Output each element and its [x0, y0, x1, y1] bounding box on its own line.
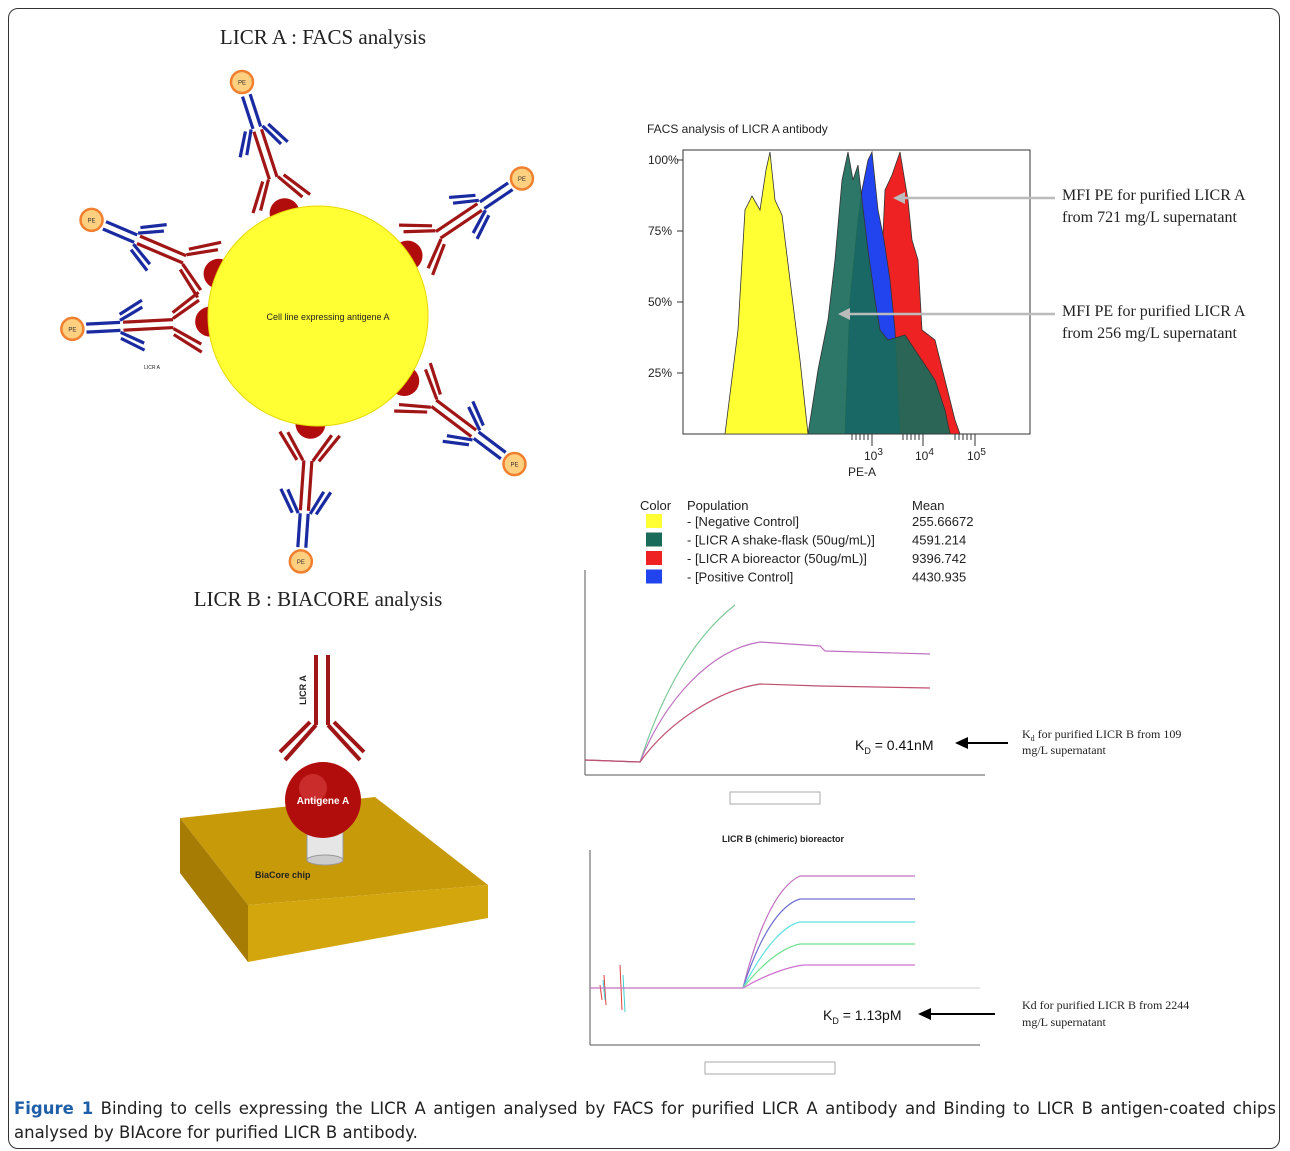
antibody-chain [123, 328, 173, 331]
y-tick-label: 50% [648, 295, 672, 309]
legend-population: - [Positive Control] [687, 570, 793, 585]
pe-label: PE [68, 327, 76, 333]
y-tick-label: 75% [648, 224, 672, 238]
kd-note: mg/L supernatant [1022, 1015, 1107, 1029]
caption-text: Binding to cells expressing the LICR A a… [14, 1099, 1276, 1142]
antibody-chain [443, 441, 469, 444]
x-tick-label: 104 [915, 447, 934, 463]
facs-title: LICR A : FACS analysis [220, 25, 426, 49]
antibody [280, 655, 364, 760]
annotation: from 721 mg/L supernatant [1062, 209, 1237, 226]
y-tick-label: 25% [648, 366, 672, 380]
antibody-chain [254, 132, 269, 180]
legend-mean: 4591.214 [912, 533, 966, 548]
antibody-chain [484, 190, 512, 209]
figure: LICR A : FACS analysis Cell line express… [0, 0, 1290, 1095]
antibody-chain [449, 195, 475, 197]
antibody-chain [87, 330, 121, 332]
antibody-chain [453, 200, 479, 203]
legend-swatch [646, 570, 662, 584]
legend-population: - [LICR A shake-flask (50ug/mL)] [687, 533, 875, 548]
antibody-chain [137, 243, 183, 263]
legend-swatch [646, 533, 662, 547]
legend-swatch [646, 514, 662, 528]
kd-note: Kd for purified LICR B from 2244 [1022, 998, 1189, 1012]
pe-label: PE [518, 177, 526, 183]
caption: Figure 1 Binding to cells expressing the… [14, 1097, 1276, 1145]
antibody-chain [138, 231, 164, 233]
arrow-head [918, 1008, 931, 1020]
legend: Color Population Mean - [Negative Control] 2… [640, 498, 973, 585]
pe-label: PE [88, 218, 96, 224]
legend-swatch [646, 551, 662, 565]
x-tick-label: 105 [967, 447, 986, 463]
annotation: MFI PE for purified LICR A [1062, 187, 1246, 204]
curve [743, 944, 915, 988]
antibody-chain [308, 461, 311, 511]
x-tick-label: 103 [864, 447, 883, 463]
kd-note: mg/L supernatant [1022, 743, 1107, 757]
caption-label: Figure 1 [14, 1099, 93, 1118]
chip-label: BiaCore chip [255, 870, 311, 880]
x-axis-label: PE-A [848, 465, 876, 479]
annotation: from 256 mg/L supernatant [1062, 325, 1237, 342]
pe-label: PE [297, 560, 305, 566]
antibody-chain [240, 131, 245, 157]
antibody-chain [474, 438, 501, 458]
antibody-chain [479, 432, 506, 452]
antibody-chain [247, 130, 251, 156]
legend-header: Population [687, 498, 748, 513]
legend-population: - [LICR A bioreactor (50ug/mL)] [687, 551, 867, 566]
page: LICR A : FACS analysis Cell line express… [0, 0, 1290, 1151]
legend-population: - [Negative Control] [687, 514, 799, 529]
antibody-chain [140, 225, 166, 228]
antibody-chain [399, 405, 431, 408]
curve [743, 922, 915, 988]
legend-mean: 255.66672 [912, 514, 973, 529]
cell-label: Cell line expressing antigene A [266, 312, 389, 322]
plot-legend [705, 1062, 835, 1074]
pe-label: PE [510, 463, 518, 469]
antibody-chain [394, 411, 427, 412]
y-tick-label: 100% [648, 153, 679, 167]
antibody-chain [480, 183, 508, 202]
antigen-label: Antigene A [297, 796, 349, 807]
pe-label: PE [238, 81, 246, 87]
sensorgram [590, 850, 980, 1074]
annotation: MFI PE for purified LICR A [1062, 303, 1246, 320]
legend-mean: 9396.742 [912, 551, 966, 566]
sensorgram-title: LICR B (chimeric) bioreactor [722, 834, 845, 844]
antibody-chain [477, 215, 489, 239]
antibody-chain [306, 514, 308, 548]
kd-label: KD = 0.41nM [855, 737, 934, 756]
antibody-chain [399, 225, 432, 226]
kd-note: Kd for purified LICR B from 109 [1022, 727, 1181, 743]
antibody-chain [189, 242, 221, 249]
antibody-chain [300, 460, 303, 510]
antibody-chain [404, 231, 436, 232]
chip-diagram: LICR A Antigene A BiaCore chip [180, 655, 488, 962]
cell-diagram: Cell line expressing antigene A PE PE PE PE P… [61, 71, 533, 572]
antibody-chain [298, 513, 300, 547]
plot-legend [730, 792, 820, 804]
antibody-chain [186, 250, 217, 255]
biacore-title: LICR B : BIACORE analysis [194, 587, 443, 611]
antibody-chain [123, 320, 173, 323]
legend-header: Mean [912, 498, 945, 513]
curve [743, 965, 915, 988]
histogram-title: FACS analysis of LICR A antibody [647, 122, 828, 136]
kd-label: KD = 1.13pM [823, 1007, 902, 1026]
legend-header: Color [640, 498, 672, 513]
legend-mean: 4430.935 [912, 570, 966, 585]
antibody-chain [86, 322, 120, 324]
sensorgram [585, 570, 985, 804]
antibody-chain [140, 236, 186, 256]
antibody-label: LICR A [144, 365, 161, 371]
antibody-label: LICR A [298, 675, 308, 705]
arrow-head [955, 737, 968, 749]
linker-base [307, 855, 343, 865]
